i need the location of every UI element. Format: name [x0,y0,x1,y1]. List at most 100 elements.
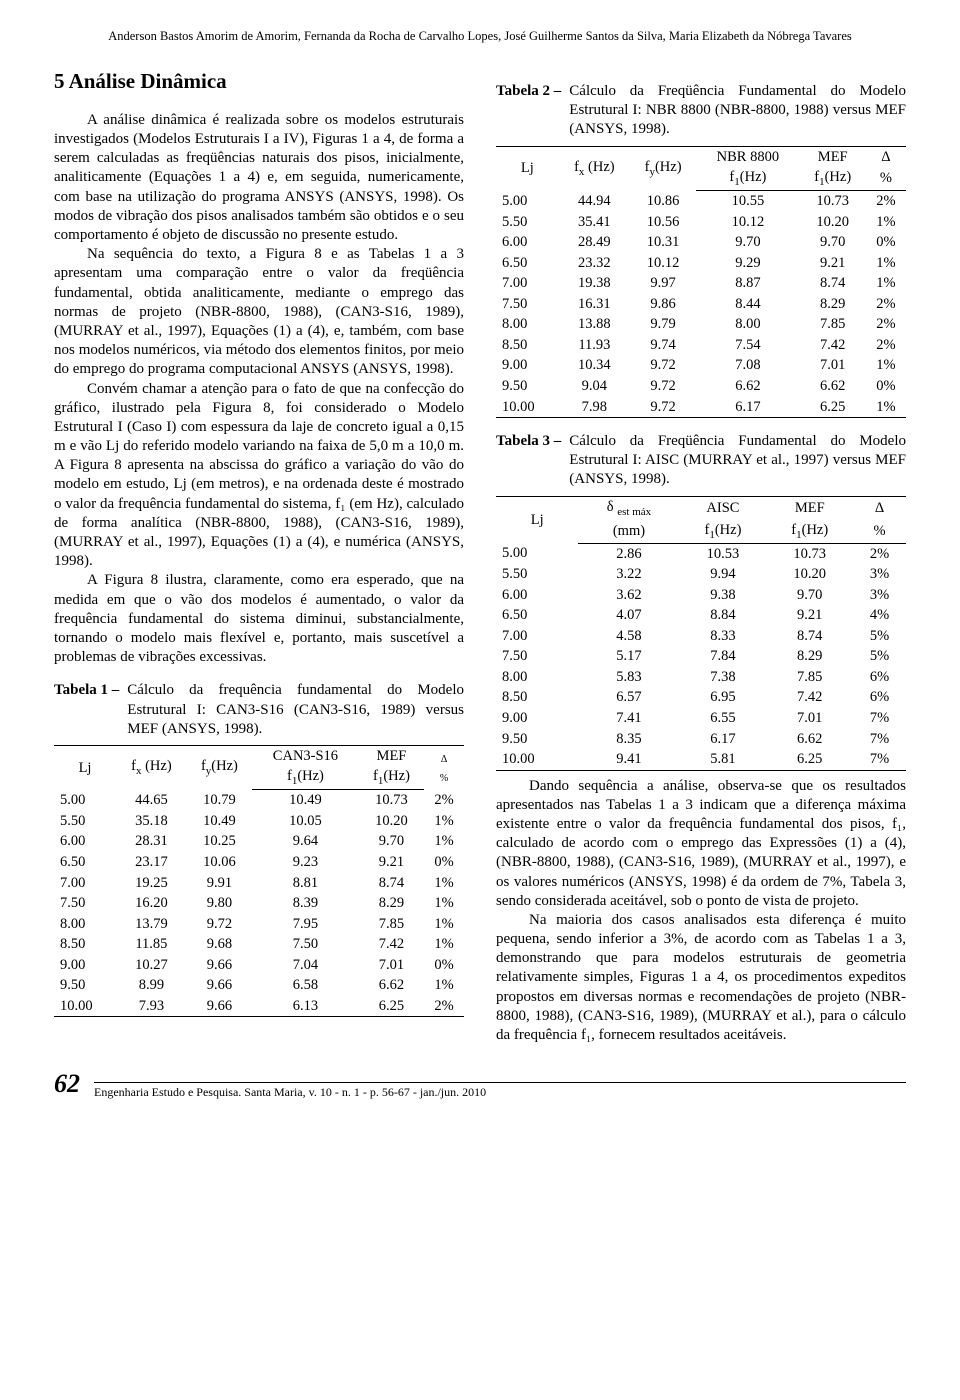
table-cell: 1% [866,273,906,294]
two-column-layout: 5 Análise Dinâmica A análise dinâmica é … [54,68,906,1045]
table-cell: 3% [853,585,906,606]
table-cell: 11.93 [559,335,630,356]
table-cell: 8.00 [696,314,800,335]
table-cell: 1% [866,355,906,376]
table-row: 8.5011.859.687.507.421% [54,934,464,955]
table1-body: 5.0044.6510.7910.4910.732%5.5035.1810.49… [54,790,464,1017]
table-cell: 9.94 [680,564,767,585]
table-cell: 0% [866,376,906,397]
table-cell: 11.85 [116,934,187,955]
table-cell: 23.32 [559,253,630,274]
table-cell: 8.00 [54,914,116,935]
table-cell: 9.72 [630,397,696,418]
table-cell: 1% [866,212,906,233]
table-cell: 6.25 [800,397,866,418]
table-cell: 8.50 [496,687,578,708]
table-cell: 8.44 [696,294,800,315]
table-cell: 1% [424,831,464,852]
table-cell: 8.87 [696,273,800,294]
table1-caption: Tabela 1 – Cálculo da frequência fundame… [54,681,464,739]
table-cell: 23.17 [116,852,187,873]
table-cell: 8.00 [496,314,559,335]
table3: Lj δ est máx AISC MEF Δ (mm) f1(Hz) f1(H… [496,496,906,771]
table-cell: 7.84 [680,646,767,667]
table-cell: 7% [853,729,906,750]
table-cell: 5.50 [496,212,559,233]
table-cell: 10.20 [359,811,424,832]
table-cell: 10.00 [496,397,559,418]
table-label: Tabela 1 – [54,681,119,739]
table-row: 5.503.229.9410.203% [496,564,906,585]
table-cell: 6.62 [800,376,866,397]
page-number: 62 [54,1067,80,1100]
table-cell: 1% [424,873,464,894]
table-cell: 9.97 [630,273,696,294]
table-row: 8.506.576.957.426% [496,687,906,708]
table-row: 9.007.416.557.017% [496,708,906,729]
table-cell: 7.41 [578,708,679,729]
paragraph: A análise dinâmica é realizada sobre os … [54,111,464,245]
table-cell: 19.25 [116,873,187,894]
table-cell: 9.86 [630,294,696,315]
table-cell: 7.38 [680,667,767,688]
footer-text: Engenharia Estudo e Pesquisa. Santa Mari… [94,1082,906,1100]
table-cell: 5.17 [578,646,679,667]
table-row: 9.0010.349.727.087.011% [496,355,906,376]
table-cell: 5.00 [54,790,116,811]
table-cell: 9.91 [187,873,252,894]
table-cell: 6.50 [496,253,559,274]
table-cell: 1% [424,975,464,996]
table-cell: 10.20 [800,212,866,233]
table-row: 9.0010.279.667.047.010% [54,955,464,976]
table-cell: 10.34 [559,355,630,376]
table-cell: 0% [424,955,464,976]
paragraph: Na maioria dos casos analisados esta dif… [496,911,906,1045]
table-row: 6.504.078.849.214% [496,605,906,626]
table-cell: 0% [424,852,464,873]
table-cell: 13.79 [116,914,187,935]
table-cell: 2% [424,790,464,811]
table-cell: 13.88 [559,314,630,335]
table-cell: 9.50 [496,729,578,750]
table-row: 9.509.049.726.626.620% [496,376,906,397]
table-cell: 7.98 [559,397,630,418]
table-cell: 7.50 [54,893,116,914]
table-cell: 4.58 [578,626,679,647]
table-row: 9.508.999.666.586.621% [54,975,464,996]
table-row: 8.5011.939.747.547.422% [496,335,906,356]
table-cell: 10.73 [766,543,853,564]
table-cell: 9.72 [630,355,696,376]
table-row: 7.004.588.338.745% [496,626,906,647]
table-cell: 9.50 [54,975,116,996]
table-cell: 10.06 [187,852,252,873]
table-cell: 9.41 [578,749,679,770]
table-row: 5.0044.9410.8610.5510.732% [496,191,906,212]
table-cell: 5.50 [54,811,116,832]
table-row: 5.5035.1810.4910.0510.201% [54,811,464,832]
table-cell: 5.50 [496,564,578,585]
table1: Lj fx (Hz) fy(Hz) CAN3-S16 MEF Δ% f1(Hz)… [54,745,464,1018]
table-cell: 6.17 [680,729,767,750]
table-cell: 1% [424,914,464,935]
table-cell: 9.00 [496,355,559,376]
table-cell: 9.21 [359,852,424,873]
table2-body: 5.0044.9410.8610.5510.732%5.5035.4110.56… [496,191,906,418]
table-cell: 8.29 [359,893,424,914]
table-cell: 7.42 [766,687,853,708]
table-cell: 10.12 [696,212,800,233]
table-cell: 9.70 [359,831,424,852]
table-cell: 28.49 [559,232,630,253]
table-caption-text: Cálculo da frequência fundamental do Mod… [127,681,464,739]
table-cell: 7.54 [696,335,800,356]
table-cell: 7.00 [496,626,578,647]
table-cell: 10.12 [630,253,696,274]
table-cell: 4.07 [578,605,679,626]
table-cell: 9.70 [800,232,866,253]
table-cell: 10.00 [54,996,116,1017]
table-cell: 3.62 [578,585,679,606]
table-cell: 9.66 [187,975,252,996]
table-cell: 10.00 [496,749,578,770]
table-cell: 9.79 [630,314,696,335]
table-cell: 9.66 [187,955,252,976]
table-cell: 7.01 [766,708,853,729]
